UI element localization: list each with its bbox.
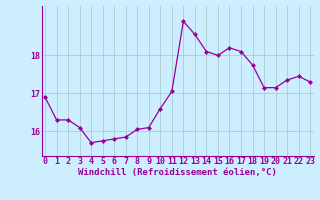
X-axis label: Windchill (Refroidissement éolien,°C): Windchill (Refroidissement éolien,°C) [78,168,277,177]
